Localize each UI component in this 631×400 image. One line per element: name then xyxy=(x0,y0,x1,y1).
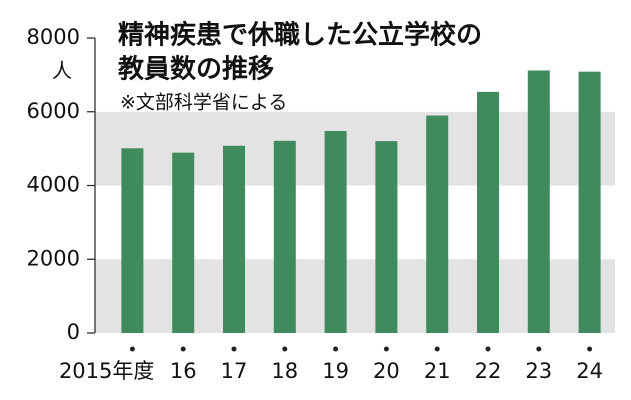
x-tick-label: 18 xyxy=(271,359,298,383)
x-tick-label: 24 xyxy=(576,359,603,383)
source-note: ※文部科学省による xyxy=(120,92,287,114)
category-dot xyxy=(434,346,440,352)
bar xyxy=(375,141,398,333)
x-tick-label: 2015年度 xyxy=(59,359,154,383)
category-dot xyxy=(129,346,135,352)
x-tick-label: 21 xyxy=(424,359,451,383)
x-tick-label: 20 xyxy=(373,359,400,383)
chart-title: 教員数の推移 xyxy=(118,55,274,85)
bar xyxy=(527,70,550,333)
y-tick-label: 8000 xyxy=(27,25,80,49)
x-tick-label: 19 xyxy=(322,359,349,383)
chart-title: 精神疾患で休職した公立学校の xyxy=(118,20,482,51)
category-dot xyxy=(536,346,542,352)
x-tick-label: 22 xyxy=(475,359,502,383)
x-tick-label: 16 xyxy=(170,359,197,383)
bar xyxy=(223,145,245,333)
category-dot xyxy=(485,346,491,352)
bar xyxy=(324,130,347,333)
category-dot xyxy=(333,346,339,352)
bar xyxy=(477,91,499,333)
y-tick-label: 2000 xyxy=(27,246,80,270)
bar xyxy=(172,152,195,333)
bar xyxy=(121,148,144,333)
category-dot xyxy=(587,346,593,352)
category-dot xyxy=(180,346,186,352)
y-unit: 人 xyxy=(52,59,72,83)
x-tick-label: 17 xyxy=(221,359,248,383)
y-tick-label: 6000 xyxy=(27,99,80,123)
category-dot xyxy=(383,346,389,352)
bar xyxy=(273,140,296,333)
bar xyxy=(578,71,601,334)
y-tick-label: 0 xyxy=(67,320,80,344)
category-dot xyxy=(282,346,288,352)
y-tick-label: 4000 xyxy=(27,173,80,197)
x-tick-label: 23 xyxy=(525,359,552,383)
bar xyxy=(426,115,449,333)
category-dot xyxy=(231,346,237,352)
